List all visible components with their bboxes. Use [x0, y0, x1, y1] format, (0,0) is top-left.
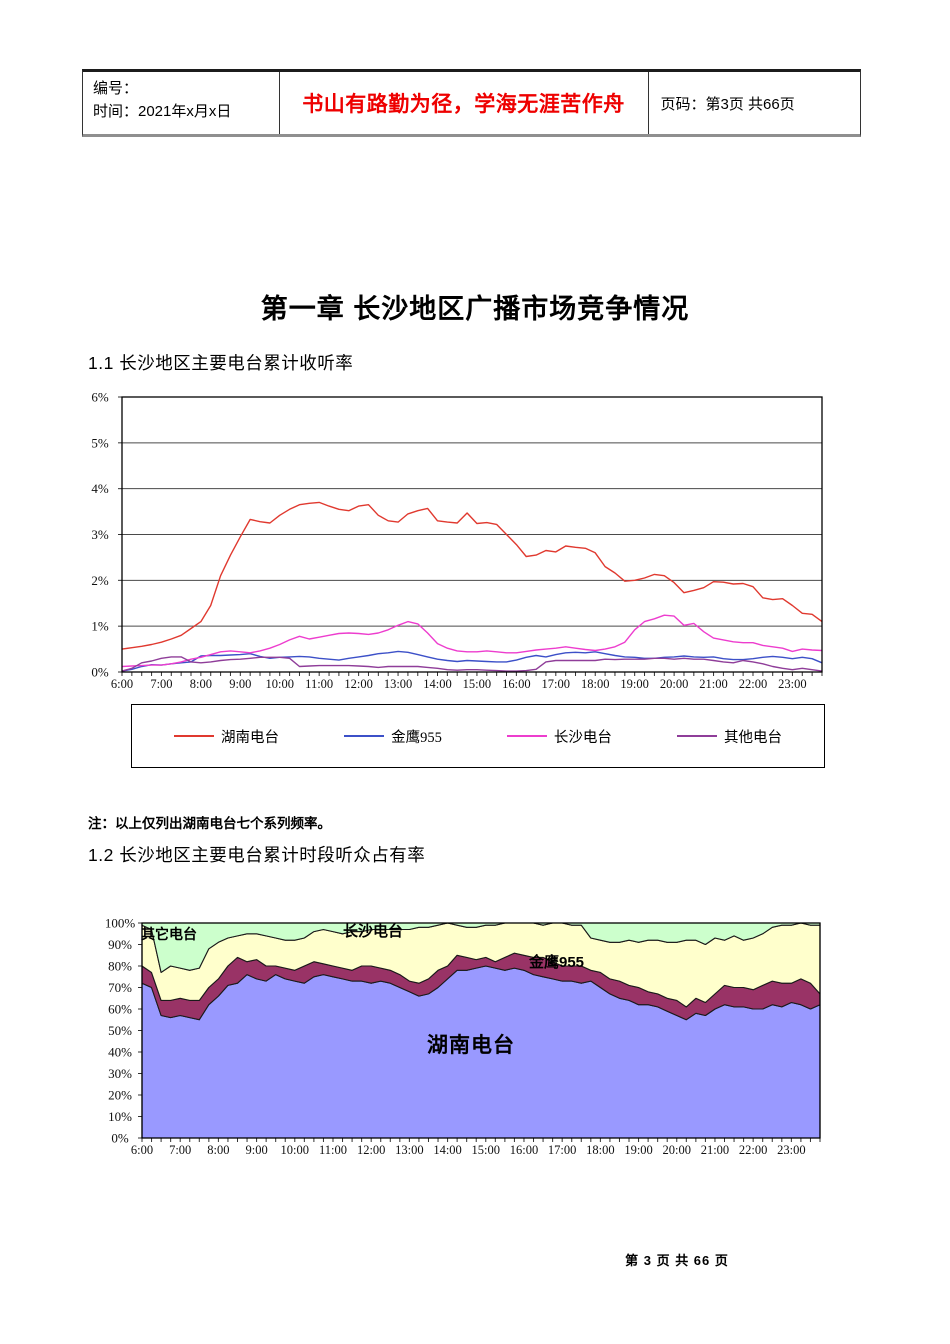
area-label-qita: 其它电台	[141, 926, 197, 942]
svg-text:14:00: 14:00	[433, 1143, 461, 1157]
svg-text:20:00: 20:00	[660, 677, 688, 690]
svg-text:8:00: 8:00	[207, 1143, 229, 1157]
legend-item-qita: 其他电台	[676, 726, 782, 747]
legend-item-changsha: 长沙电台	[506, 726, 612, 747]
audience-share-area-chart: 0% 10% 20% 30% 40% 50% 60% 70% 80% 90% 100% 6:00 7:0…	[85, 905, 830, 1160]
svg-text:15:00: 15:00	[463, 677, 491, 690]
svg-text:60%: 60%	[108, 1002, 132, 1017]
svg-text:17:00: 17:00	[548, 1143, 576, 1157]
svg-text:14:00: 14:00	[423, 677, 451, 690]
svg-text:9:00: 9:00	[229, 677, 251, 690]
header-cell-page: 页码：第3页 共66页	[649, 72, 860, 134]
svg-text:5%: 5%	[91, 435, 109, 450]
legend-line-sample-red	[174, 735, 214, 737]
svg-text:6:00: 6:00	[111, 677, 133, 690]
legend-line-sample-blue	[344, 735, 385, 737]
svg-text:70%: 70%	[108, 980, 132, 995]
svg-text:20:00: 20:00	[663, 1143, 691, 1157]
svg-text:16:00: 16:00	[502, 677, 530, 690]
legend-label: 长沙电台	[553, 729, 612, 746]
svg-text:21:00: 21:00	[699, 677, 727, 690]
svg-text:23:00: 23:00	[777, 1143, 805, 1157]
area-label-jinying955: 金鹰955	[529, 954, 585, 971]
header-table: 编号： 时间：2021年x月x日 书山有路勤为径，学海无涯苦作舟 页码：第3页 …	[82, 69, 861, 137]
line-chart-svg: 0% 1% 2% 3% 4% 5% 6% 6:00 7:00 8:00 9:00 10:00 11:00…	[91, 390, 823, 691]
legend-item-jinying955: 金鹰955	[344, 726, 442, 747]
svg-text:1%: 1%	[91, 619, 109, 634]
legend-label: 金鹰955	[391, 729, 442, 746]
svg-text:19:00: 19:00	[620, 677, 648, 690]
page-number-footer: 第 3 页 共 66 页	[625, 1253, 729, 1268]
svg-text:0%: 0%	[91, 665, 109, 680]
svg-text:50%: 50%	[108, 1023, 132, 1038]
svg-text:13:00: 13:00	[384, 677, 412, 690]
svg-text:17:00: 17:00	[542, 677, 570, 690]
svg-text:40%: 40%	[108, 1045, 132, 1060]
svg-text:7:00: 7:00	[169, 1143, 191, 1157]
svg-text:2%: 2%	[91, 573, 109, 588]
line-chart-legend: 湖南电台 金鹰955 长沙电台 其他电台	[131, 704, 825, 768]
chapter-title: 第一章 长沙地区广播市场竞争情况	[260, 294, 690, 324]
svg-text:4%: 4%	[91, 481, 109, 496]
svg-text:23:00: 23:00	[778, 677, 806, 690]
doc-number-label: 编号：	[93, 80, 139, 97]
svg-text:80%: 80%	[108, 959, 132, 974]
section-1-2-heading: 1.2 长沙地区主要电台累计时段听众占有率	[88, 845, 426, 865]
page-info: 页码：第3页 共66页	[660, 95, 795, 113]
svg-text:16:00: 16:00	[510, 1143, 538, 1157]
svg-text:18:00: 18:00	[581, 677, 609, 690]
svg-text:3%: 3%	[91, 527, 109, 542]
svg-text:7:00: 7:00	[150, 677, 172, 690]
area-label-hunan: 湖南电台	[427, 1034, 515, 1057]
legend-label: 湖南电台	[221, 729, 279, 746]
svg-text:19:00: 19:00	[624, 1143, 652, 1157]
svg-text:21:00: 21:00	[701, 1143, 729, 1157]
svg-text:11:00: 11:00	[305, 677, 333, 690]
svg-text:12:00: 12:00	[357, 1143, 385, 1157]
svg-text:12:00: 12:00	[344, 677, 372, 690]
area-label-changsha: 长沙电台	[343, 923, 404, 940]
svg-text:18:00: 18:00	[586, 1143, 614, 1157]
listening-rate-line-chart: 0% 1% 2% 3% 4% 5% 6% 6:00 7:00 8:00 9:00 10:00 11:00…	[85, 388, 830, 691]
svg-text:6:00: 6:00	[131, 1143, 153, 1157]
slogan-text: 书山有路勤为径，学海无涯苦作舟	[302, 93, 625, 116]
header-cell-slogan: 书山有路勤为径，学海无涯苦作舟	[280, 72, 649, 134]
svg-text:9:00: 9:00	[245, 1143, 267, 1157]
svg-text:100%: 100%	[105, 916, 136, 931]
chart-note: 注：以上仅列出湖南电台七个系列频率。	[88, 816, 331, 831]
svg-text:6%: 6%	[91, 390, 109, 405]
svg-text:11:00: 11:00	[319, 1143, 347, 1157]
svg-text:10:00: 10:00	[266, 677, 294, 690]
svg-text:30%: 30%	[108, 1066, 132, 1081]
area-chart-svg: 0% 10% 20% 30% 40% 50% 60% 70% 80% 90% 100% 6:00 7:0…	[105, 916, 821, 1157]
legend-item-hunan: 湖南电台	[174, 726, 279, 747]
section-1-1-heading: 1.1 长沙地区主要电台累计收听率	[88, 353, 354, 373]
svg-text:10:00: 10:00	[281, 1143, 309, 1157]
svg-text:8:00: 8:00	[190, 677, 212, 690]
doc-time-label: 时间：2021年x月x日	[93, 102, 232, 120]
svg-text:22:00: 22:00	[739, 677, 767, 690]
svg-text:0%: 0%	[111, 1131, 129, 1146]
svg-text:13:00: 13:00	[395, 1143, 423, 1157]
svg-text:22:00: 22:00	[739, 1143, 767, 1157]
legend-line-sample-purple	[676, 735, 717, 737]
svg-text:20%: 20%	[108, 1088, 132, 1103]
legend-line-sample-magenta	[506, 735, 547, 737]
svg-text:10%: 10%	[108, 1109, 132, 1124]
svg-text:90%: 90%	[108, 937, 132, 952]
header-cell-meta: 编号： 时间：2021年x月x日	[83, 72, 280, 134]
svg-text:15:00: 15:00	[472, 1143, 500, 1157]
legend-label: 其他电台	[723, 729, 782, 746]
